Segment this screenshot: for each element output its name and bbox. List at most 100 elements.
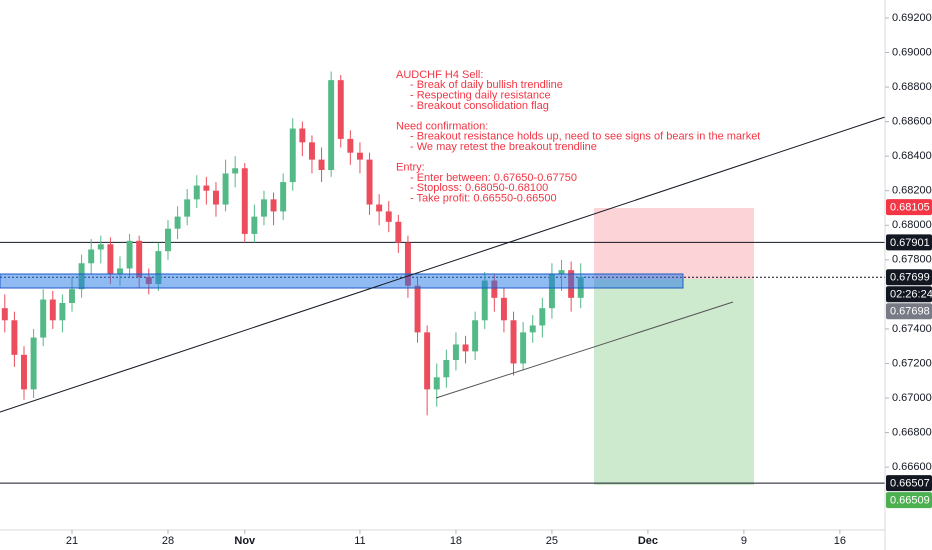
price-badge-label: 0.66509 [890,495,930,507]
note-item: - Stoploss: 0.68050-0.68100 [410,182,548,194]
candle-body [433,377,440,390]
note-heading: Need confirmation: [396,120,488,132]
price-badge-label: 0.66507 [890,478,930,490]
candle-body [452,344,459,361]
candle-body [165,228,171,252]
x-tick-label: 25 [546,535,558,547]
candle-body [97,244,104,250]
candle-body [510,320,517,364]
note-heading: AUDCHF H4 Sell: [396,69,483,81]
flag-trendline [435,301,734,399]
x-tick-label: 21 [66,535,78,547]
candle-body [289,128,296,183]
price-badge [886,475,932,492]
price-badge-label: 0.67699 [890,272,930,284]
candle-body [280,182,287,212]
y-tick-label: 0.67800 [892,254,932,266]
candle-body [347,138,354,153]
price-badges: 0.68105 0.67901 0.67699 02:26:24 0.67698 0.66… [886,199,932,509]
candle-body [548,273,555,309]
price-badge [886,234,932,251]
price-badge-label: 0.68105 [890,202,930,214]
x-tick-label: 16 [834,535,846,547]
candle-body [539,308,546,326]
y-tick-label: 0.66600 [892,461,932,473]
candle-body [184,199,191,217]
candle-body [174,216,181,229]
axes: 0.69200 0.69000 0.68800 0.68600 0.68400 0.682… [66,12,932,547]
note-item: - We may retest the breakout trendline [410,141,597,153]
candle-body [376,204,383,212]
y-tick-label: 0.68000 [892,219,932,231]
candle-body [500,297,507,321]
drawings [0,116,886,413]
price-badge [886,286,932,303]
price-badge [886,269,932,286]
candle-body [337,80,344,139]
stop-zone [594,208,754,279]
trendline [0,116,886,413]
candle-body [472,320,479,352]
candle-body [424,332,431,390]
note-item: - Enter between: 0.67650-0.67750 [410,172,577,184]
candle-body [404,242,411,286]
candle-body [260,199,267,217]
note-item: - Respecting daily resistance [410,90,551,102]
y-tick-label: 0.68800 [892,81,932,93]
candle-body [481,280,488,321]
position-tool [594,208,754,485]
x-tick-label: Dec [638,535,658,547]
candle-body [385,211,392,222]
x-tick-label: 11 [354,535,365,547]
y-tick-label: 0.67400 [892,323,932,335]
candle-body [462,344,469,352]
candle-body [69,289,75,304]
price-badge-label: 0.67901 [890,237,930,249]
y-tick-label: 0.67000 [892,392,932,404]
y-tick-label: 0.68200 [892,185,932,197]
candle-body [520,332,527,364]
candle-body [558,270,565,274]
candle-body [414,285,421,333]
y-tick-label: 0.69000 [892,46,932,58]
note-item: - Break of daily bullish trendline [410,79,563,91]
resistance-zone [0,273,684,289]
candle-body [11,320,18,355]
candle-body [241,168,248,234]
candle-body [232,168,239,174]
candle-body [212,190,219,205]
candle-body [270,199,277,212]
price-lines [0,241,885,484]
candles [1,71,584,416]
candle-body [107,244,114,274]
target-zone [594,279,754,485]
candle-body [193,185,200,200]
price-badge-label: 02:26:24 [890,289,932,301]
note-heading: Entry: [396,162,425,174]
x-tick-label: 9 [741,535,747,547]
candle-body [1,308,8,321]
candle-body [251,216,258,234]
candle-body [49,299,56,321]
candle-body [395,221,402,243]
candle-body [126,240,133,269]
x-tick-label: 18 [450,535,462,547]
price-badge [886,199,932,216]
x-tick-label: 28 [162,535,174,547]
note-item: - Breakout consolidation flag [410,100,549,112]
candle-body [366,159,373,205]
note-item: - Take profit: 0.66550-0.66500 [410,193,557,205]
y-tick-label: 0.69200 [892,12,932,24]
candle-body [21,354,27,390]
price-badge [886,492,932,509]
candle-body [529,325,536,333]
price-badge [886,303,932,320]
candle-body [117,268,123,274]
y-tick-label: 0.66800 [892,426,932,438]
y-tick-label: 0.68400 [892,150,932,162]
x-tick-label: Nov [234,535,256,547]
candle-body [155,251,162,285]
candle-body [30,337,37,390]
